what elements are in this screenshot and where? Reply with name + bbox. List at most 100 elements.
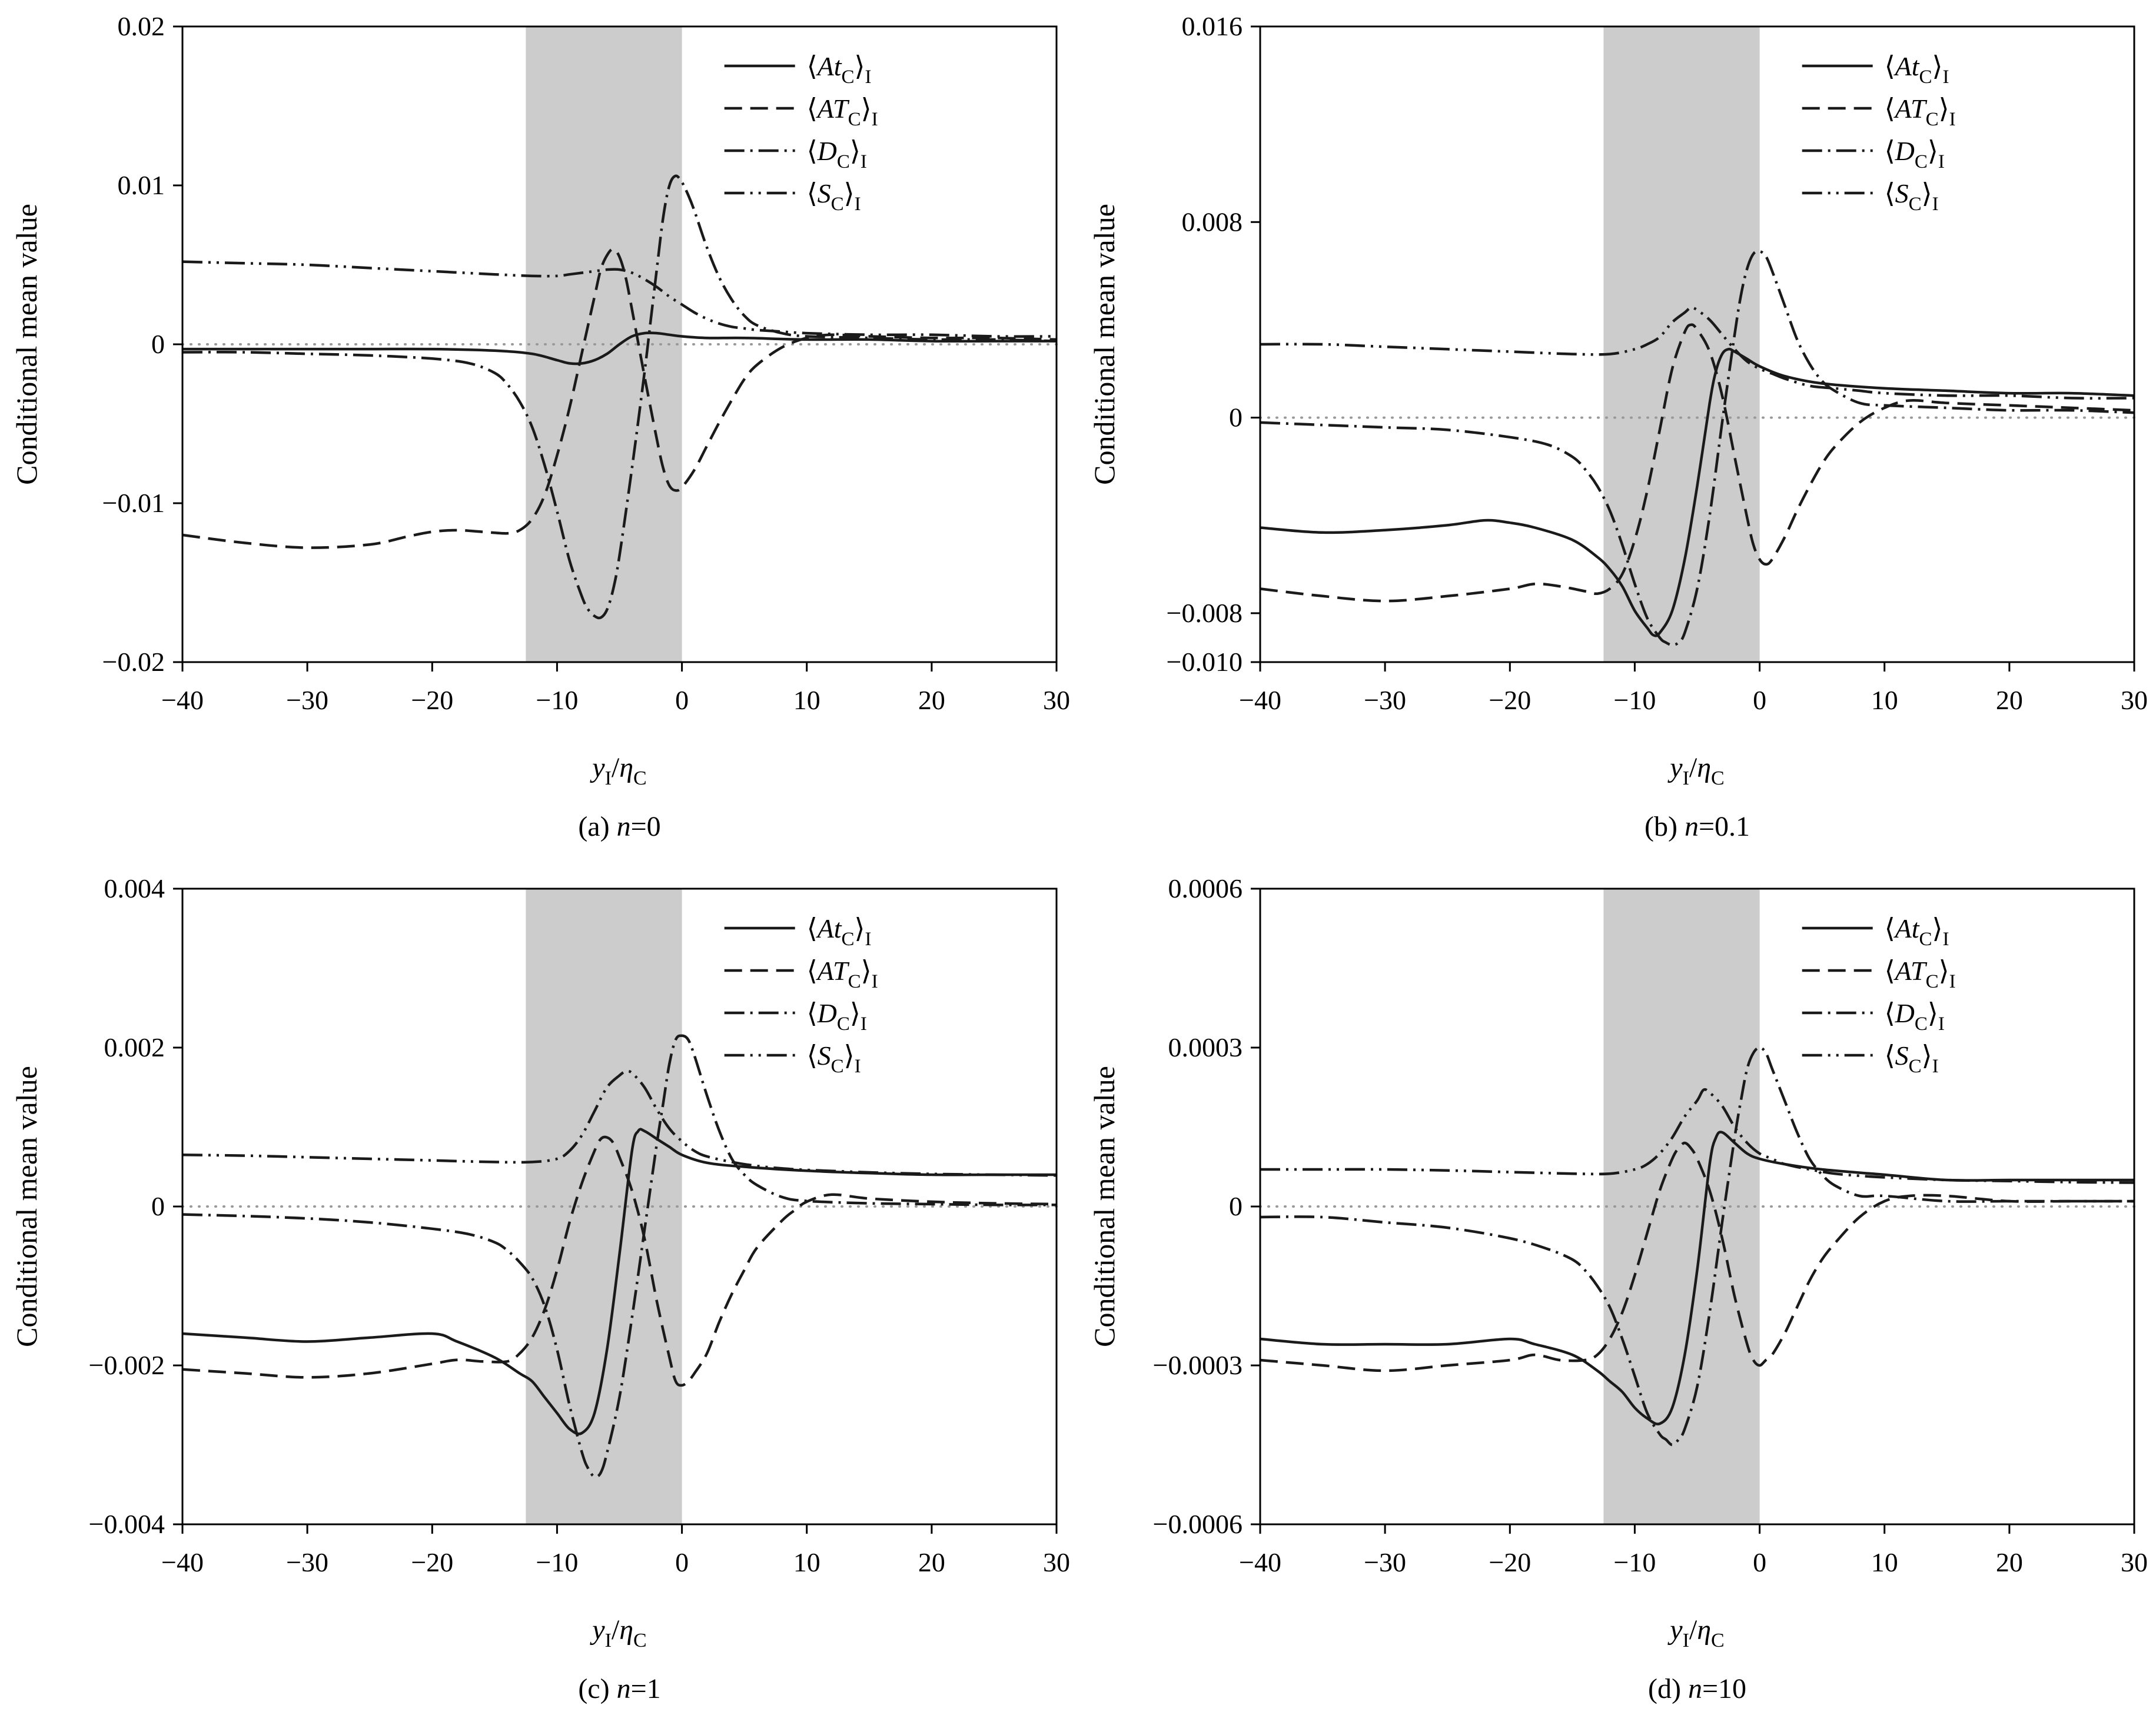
series-curve-ATC xyxy=(182,1135,1057,1387)
y-tick-label: 0.002 xyxy=(104,1032,165,1062)
series-curve-SC xyxy=(1260,1088,2134,1184)
x-tick-label: −20 xyxy=(1489,685,1531,715)
y-tick-label: 0.02 xyxy=(118,11,165,41)
y-tick-label: 0.016 xyxy=(1182,11,1243,41)
x-tick-label: −20 xyxy=(411,685,453,715)
legend-label-DC: ⟨DC⟩I xyxy=(1885,998,1945,1035)
curves-group xyxy=(1260,250,2134,647)
x-tick-label: 0 xyxy=(675,685,689,715)
y-tick-label: −0.008 xyxy=(1167,598,1243,628)
legend-label-AtC: ⟨AtC⟩I xyxy=(1885,51,1949,88)
x-tick-label: −30 xyxy=(286,1547,328,1577)
y-tick-label: 0 xyxy=(1229,403,1243,433)
series-curve-ATC xyxy=(182,247,1057,549)
series-curve-SC xyxy=(182,260,1057,338)
curves-group xyxy=(182,1034,1057,1478)
legend-label-SC: ⟨SC⟩I xyxy=(1885,1041,1939,1077)
legend-label-AtC: ⟨AtC⟩I xyxy=(1885,913,1949,950)
x-axis-label: yI/ηC xyxy=(589,1614,646,1651)
x-tick-label: −20 xyxy=(411,1547,453,1577)
y-axis-label: Conditional mean value xyxy=(10,204,43,485)
panel-b: −40 −30 −20 −10 0 10 20 30 −0.010 −0.008 0 0.008 0.0… xyxy=(1078,0,2156,862)
x-tick-label: 0 xyxy=(1753,685,1766,715)
y-tick-label: 0 xyxy=(1229,1191,1243,1221)
legend-label-SC: ⟨SC⟩I xyxy=(1885,178,1939,215)
x-tick-label: 20 xyxy=(918,685,945,715)
x-tick-label: −30 xyxy=(286,685,328,715)
y-tick-label: −0.010 xyxy=(1167,647,1243,677)
series-curve-DC xyxy=(1260,1046,2134,1447)
x-tick-label: 0 xyxy=(675,1547,689,1577)
x-tick-label: −40 xyxy=(161,685,204,715)
y-tick-label: 0 xyxy=(151,1191,165,1221)
x-tick-label: −40 xyxy=(161,1547,204,1577)
shaded-band xyxy=(1603,26,1760,662)
series-curve-AtC xyxy=(182,1128,1057,1435)
x-tick-label: 30 xyxy=(2121,685,2148,715)
panel-caption: (c) n=1 xyxy=(578,1673,660,1704)
series-curve-AtC xyxy=(182,331,1057,365)
legend-label-AtC: ⟨AtC⟩I xyxy=(807,913,872,950)
y-tick-label: 0 xyxy=(151,329,165,359)
x-tick-label: −10 xyxy=(1613,685,1656,715)
y-tick-label: 0.01 xyxy=(118,170,165,200)
x-tick-label: 10 xyxy=(793,1547,820,1577)
chart-d: −40 −30 −20 −10 0 10 20 30 −0.0006 −0.0003 0 0.0003… xyxy=(1088,873,2148,1704)
plot-frame xyxy=(1259,25,2135,663)
curves-group xyxy=(182,174,1057,620)
legend-label-SC: ⟨SC⟩I xyxy=(807,1041,861,1077)
legend-label-DC: ⟨DC⟩I xyxy=(807,998,867,1035)
y-tick-label: 0.0003 xyxy=(1168,1032,1243,1062)
x-tick-label: 10 xyxy=(793,685,820,715)
x-tick-label: −10 xyxy=(536,1547,578,1577)
x-tick-label: −30 xyxy=(1364,1547,1406,1577)
panel-a: −40 −30 −20 −10 0 10 20 30 −0.02 −0.01 0 0.01 0.02 Co… xyxy=(0,0,1078,862)
series-curve-DC xyxy=(182,174,1057,620)
panel-caption: (a) n=0 xyxy=(578,811,660,842)
y-axis-label: Conditional mean value xyxy=(1088,1066,1121,1347)
curves-group xyxy=(1260,1046,2134,1447)
x-axis-label: yI/ηC xyxy=(1667,1614,1724,1651)
chart-a: −40 −30 −20 −10 0 10 20 30 −0.02 −0.01 0 0.01 0.02 Co… xyxy=(10,11,1070,842)
x-tick-label: 10 xyxy=(1871,685,1898,715)
x-tick-label: −10 xyxy=(1613,1547,1656,1577)
x-tick-label: −40 xyxy=(1239,685,1281,715)
series-curve-ATC xyxy=(1260,323,2134,603)
x-axis-label: yI/ηC xyxy=(1667,752,1724,789)
panel-caption: (b) n=0.1 xyxy=(1645,811,1750,842)
panel-c: −40 −30 −20 −10 0 10 20 30 −0.004 −0.002 0 0.002 0.0… xyxy=(0,862,1078,1725)
x-tick-label: 30 xyxy=(2121,1547,2148,1577)
x-tick-label: 20 xyxy=(918,1547,945,1577)
panel-caption: (d) n=10 xyxy=(1648,1673,1746,1704)
y-tick-label: 0.0006 xyxy=(1168,873,1243,903)
y-tick-label: −0.02 xyxy=(102,647,165,677)
x-tick-label: −30 xyxy=(1364,685,1406,715)
series-curve-AtC xyxy=(1260,1131,2134,1425)
y-axis-label: Conditional mean value xyxy=(10,1066,43,1347)
x-tick-label: 10 xyxy=(1871,1547,1898,1577)
legend-label-DC: ⟨DC⟩I xyxy=(1885,136,1945,172)
x-tick-label: 20 xyxy=(1996,685,2023,715)
series-curve-SC xyxy=(1260,306,2134,400)
series-curve-AtC xyxy=(1260,347,2134,637)
y-tick-label: 0.004 xyxy=(104,873,165,903)
x-axis-label: yI/ηC xyxy=(589,752,646,789)
y-tick-label: −0.01 xyxy=(102,488,165,518)
x-tick-label: −40 xyxy=(1239,1547,1281,1577)
x-tick-label: −20 xyxy=(1489,1547,1531,1577)
y-tick-label: −0.0003 xyxy=(1153,1350,1243,1380)
legend-label-ATC: ⟨ATC⟩I xyxy=(807,94,878,130)
x-tick-label: 30 xyxy=(1043,1547,1070,1577)
legend-label-DC: ⟨DC⟩I xyxy=(807,136,867,172)
series-curve-ATC xyxy=(1260,1141,2134,1372)
legend-label-ATC: ⟨ATC⟩I xyxy=(1885,94,1956,130)
legend-label-ATC: ⟨ATC⟩I xyxy=(1885,956,1956,992)
y-axis-label: Conditional mean value xyxy=(1088,204,1121,485)
x-tick-label: 30 xyxy=(1043,685,1070,715)
x-tick-label: 20 xyxy=(1996,1547,2023,1577)
x-tick-label: 0 xyxy=(1753,1547,1766,1577)
panel-d: −40 −30 −20 −10 0 10 20 30 −0.0006 −0.0003 0 0.0003… xyxy=(1078,862,2156,1725)
chart-b: −40 −30 −20 −10 0 10 20 30 −0.010 −0.008 0 0.008 0.0… xyxy=(1088,11,2148,842)
y-tick-label: −0.0006 xyxy=(1153,1509,1243,1539)
